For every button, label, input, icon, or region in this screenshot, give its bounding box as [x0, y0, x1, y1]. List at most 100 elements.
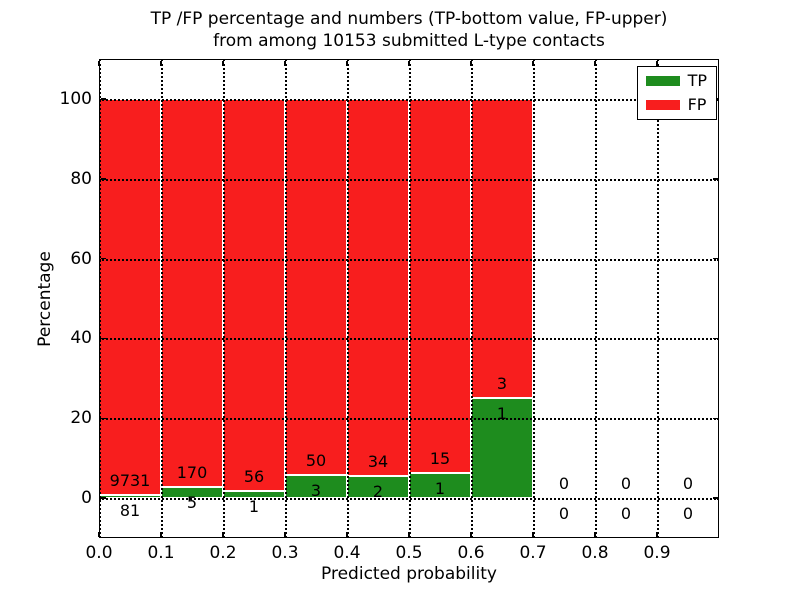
x-tick: [98, 531, 100, 537]
tp-count-label: 2: [372, 481, 384, 501]
x-tick-label: 0.8: [581, 543, 609, 563]
y-tick: [100, 417, 106, 419]
gridline-x: [347, 59, 349, 538]
x-tick: [470, 531, 472, 537]
gridline-x: [223, 59, 225, 538]
y-tick-right: [712, 257, 718, 260]
y-tick-label: 40: [70, 328, 92, 349]
y-tick: [100, 257, 106, 260]
y-tick: [100, 178, 106, 180]
x-tick-top: [98, 60, 100, 66]
x-tick-label: 0.6: [457, 543, 485, 563]
x-tick: [346, 531, 348, 537]
legend-item-tp: TP: [645, 71, 707, 90]
x-tick-top: [222, 60, 224, 66]
bar-segment-fp: [223, 98, 285, 492]
chart-title-line1: TP /FP percentage and numbers (TP-bottom…: [150, 9, 668, 29]
fp-count-label: 50: [305, 451, 327, 471]
gridline-x: [533, 59, 535, 538]
x-axis-label: Predicted probability: [321, 564, 497, 584]
fp-count-label: 170: [176, 462, 208, 482]
fp-legend-swatch: [645, 100, 680, 110]
gridline-x: [595, 59, 597, 538]
y-tick-right: [712, 417, 718, 419]
x-tick-top: [594, 60, 596, 66]
x-tick-label: 0.5: [395, 543, 423, 563]
y-axis-label: Percentage: [35, 251, 55, 347]
gridline-x: [409, 59, 411, 538]
y-tick-label: 60: [70, 248, 92, 269]
x-tick-top: [346, 60, 348, 66]
x-tick: [656, 531, 658, 537]
bars-layer: [99, 59, 719, 538]
tp-count-label: 81: [119, 500, 141, 520]
bar-segment-fp: [471, 98, 533, 399]
x-tick: [284, 531, 286, 537]
y-tick-right: [712, 178, 718, 180]
fp-count-label: 15: [429, 449, 451, 469]
x-tick: [408, 531, 410, 537]
fp-count-label: 9731: [109, 470, 151, 490]
x-tick-top: [656, 60, 658, 66]
fp-count-label: 0: [558, 474, 570, 494]
gridline-x: [99, 59, 101, 538]
x-tick-label: 0.2: [209, 543, 237, 563]
x-tick-label: 0.7: [519, 543, 547, 563]
x-tick-label: 0.1: [147, 543, 175, 563]
fp-count-label: 3: [496, 374, 508, 394]
x-tick-top: [284, 60, 286, 66]
tp-legend-label: TP: [687, 71, 707, 90]
x-tick-top: [160, 60, 162, 66]
gridline-x: [471, 59, 473, 538]
y-tick-right: [712, 337, 718, 340]
x-tick: [222, 531, 224, 537]
fp-count-label: 56: [243, 467, 265, 487]
x-tick: [160, 531, 162, 537]
x-tick-top: [532, 60, 534, 66]
ticks-layer: [98, 59, 719, 538]
tp-count-label: 1: [496, 404, 508, 424]
x-tick-label: 0.3: [271, 543, 299, 563]
x-tick: [594, 531, 596, 537]
tp-count-label: 0: [682, 504, 694, 524]
y-tick-label: 80: [70, 168, 92, 189]
tp-count-label: 3: [310, 481, 322, 501]
legend: TP FP: [636, 66, 717, 120]
fp-count-label: 0: [682, 474, 694, 494]
x-tick-top: [470, 60, 472, 66]
plot-area: 9731 81 170 5 56 1 50 3 34 2 15 1 3 1 0 0 0 0 0 0 TP FP: [98, 59, 719, 538]
y-tick: [100, 337, 106, 340]
chart-title-line2: from among 10153 submitted L-type contac…: [213, 31, 605, 51]
bar-segment-fp: [285, 98, 347, 476]
grid-layer: [99, 59, 719, 538]
bar-segment-tp: [409, 473, 471, 499]
tp-count-label: 1: [248, 497, 260, 517]
chart-title: TP /FP percentage and numbers (TP-bottom…: [99, 8, 719, 52]
legend-item-fp: FP: [645, 95, 707, 114]
tp-count-label: 1: [434, 479, 446, 499]
fp-legend-label: FP: [687, 95, 707, 114]
x-tick-top: [408, 60, 410, 66]
x-tick-label: 0.9: [643, 543, 671, 563]
y-tick-label: 100: [59, 88, 92, 109]
y-tick: [100, 98, 106, 100]
x-tick: [532, 531, 534, 537]
y-tick-label: 20: [70, 408, 92, 429]
y-tick-label: 0: [81, 488, 92, 509]
y-tick: [100, 497, 106, 499]
tp-count-label: 0: [558, 504, 570, 524]
bar-segment-tp: [471, 398, 533, 499]
gridline-x: [657, 59, 659, 538]
tp-legend-swatch: [645, 76, 680, 86]
tp-count-label: 5: [186, 492, 198, 512]
bar-labels-layer: 9731 81 170 5 56 1 50 3 34 2 15 1 3 1 0 0 0 0 0 0: [99, 59, 719, 538]
plot-border: [99, 59, 719, 538]
x-tick-label: 0.0: [85, 543, 113, 563]
gridline-x: [285, 59, 287, 538]
bar-segment-fp: [99, 98, 161, 495]
fp-count-label: 0: [620, 474, 632, 494]
bar-segment-fp: [161, 98, 223, 487]
bar-segment-fp: [347, 98, 409, 476]
bar-segment-fp: [409, 98, 471, 474]
